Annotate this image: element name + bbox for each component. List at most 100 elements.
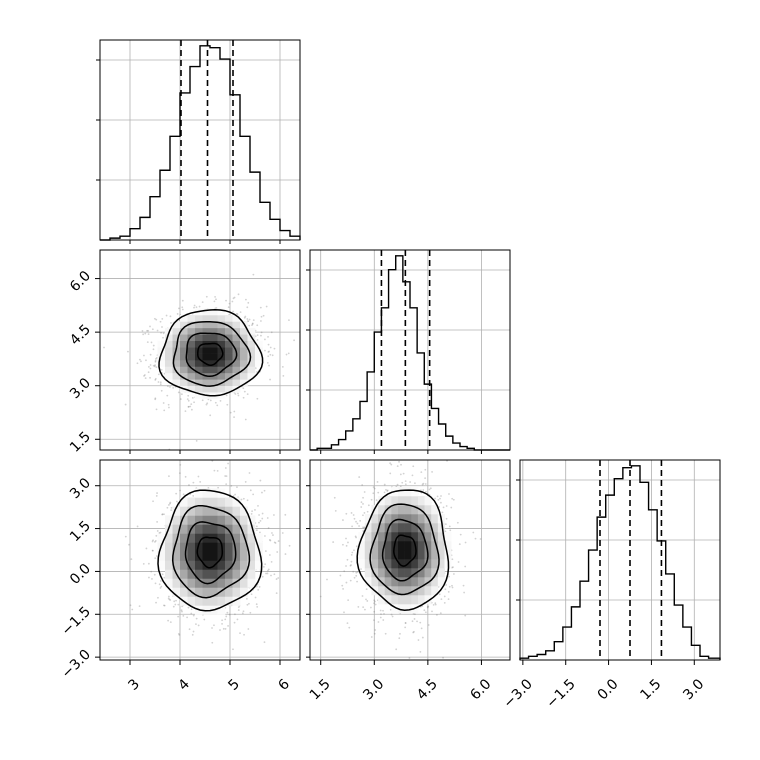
scatter-point bbox=[243, 390, 246, 393]
scatter-point bbox=[144, 377, 147, 380]
density-cell bbox=[202, 334, 211, 342]
scatter-point bbox=[404, 483, 407, 486]
scatter-point bbox=[168, 598, 171, 601]
scatter-point bbox=[214, 295, 216, 298]
scatter-point bbox=[254, 596, 257, 599]
density-cell bbox=[210, 347, 218, 354]
scatter-point bbox=[434, 497, 437, 500]
scatter-point bbox=[362, 503, 364, 505]
density-cell bbox=[371, 514, 379, 524]
scatter-point bbox=[257, 588, 260, 591]
scatter-point bbox=[225, 615, 228, 618]
scatter-point bbox=[215, 307, 218, 309]
density-cell bbox=[187, 497, 196, 507]
density-cell bbox=[180, 315, 188, 322]
panel-frame bbox=[519, 459, 721, 661]
scatter-point bbox=[166, 394, 169, 397]
scatter-point bbox=[153, 573, 156, 576]
scatter-point bbox=[219, 399, 222, 402]
contour-line bbox=[185, 332, 238, 378]
scatter-point bbox=[265, 305, 268, 308]
scatter-point bbox=[463, 591, 466, 594]
density-cell bbox=[172, 334, 181, 342]
density-cell bbox=[195, 569, 203, 579]
density-cell bbox=[398, 541, 405, 551]
scatter-point bbox=[153, 317, 156, 320]
scatter-point bbox=[260, 315, 263, 318]
density-cell bbox=[411, 577, 419, 587]
scatter-point bbox=[237, 609, 240, 611]
scatter-point bbox=[366, 510, 369, 513]
scatter-point bbox=[242, 610, 245, 613]
scatter-point bbox=[219, 629, 221, 631]
density-cell bbox=[364, 532, 372, 542]
scatter-point bbox=[364, 608, 366, 611]
scatter-point bbox=[451, 497, 454, 500]
scatter-point bbox=[152, 344, 155, 347]
scatter-point bbox=[402, 472, 405, 475]
density-cell bbox=[172, 372, 181, 380]
scatter-point bbox=[187, 399, 190, 402]
scatter-point bbox=[451, 558, 454, 561]
scatter-point bbox=[169, 501, 172, 504]
scatter-point bbox=[379, 616, 382, 619]
density-cell bbox=[202, 347, 211, 354]
scatter-point bbox=[442, 656, 444, 659]
scatter-point bbox=[155, 408, 158, 411]
scatter-point bbox=[262, 314, 265, 317]
density-cell bbox=[187, 596, 196, 606]
density-cell bbox=[232, 321, 241, 329]
scatter-point bbox=[155, 366, 158, 369]
scatter-point bbox=[414, 613, 416, 616]
scatter-point bbox=[184, 475, 187, 478]
scatter-point bbox=[443, 595, 446, 598]
scatter-point bbox=[422, 489, 425, 491]
scatter-point bbox=[445, 517, 448, 520]
density-cell bbox=[187, 347, 196, 354]
scatter-point bbox=[269, 539, 272, 542]
density-cell bbox=[424, 505, 432, 515]
scatter-point bbox=[421, 483, 424, 486]
density-cell bbox=[217, 596, 226, 606]
density-cell bbox=[391, 586, 399, 596]
scatter-point bbox=[375, 499, 378, 502]
scatter-point bbox=[224, 475, 227, 477]
scatter-point bbox=[421, 636, 424, 639]
scatter-point bbox=[255, 529, 258, 532]
scatter-point bbox=[158, 583, 161, 586]
density-cell bbox=[417, 559, 425, 569]
scatter-point bbox=[456, 521, 459, 524]
density-cell bbox=[384, 559, 392, 569]
scatter-point bbox=[195, 306, 198, 309]
scatter-point bbox=[154, 377, 157, 380]
density-cell bbox=[195, 360, 203, 367]
density-cell bbox=[180, 379, 188, 387]
scatter-point bbox=[248, 324, 251, 327]
density-cell bbox=[210, 366, 218, 374]
scatter-point bbox=[205, 295, 208, 298]
scatter-point bbox=[256, 339, 259, 341]
density-cell bbox=[210, 379, 218, 387]
density-cell bbox=[384, 568, 392, 578]
density-cell bbox=[180, 533, 188, 543]
scatter-point bbox=[159, 580, 162, 582]
density-cell bbox=[217, 587, 226, 597]
density-cell bbox=[240, 587, 248, 597]
scatter-point bbox=[182, 493, 185, 496]
scatter-point bbox=[374, 603, 377, 606]
scatter-point bbox=[154, 557, 157, 560]
density-cell bbox=[417, 595, 425, 605]
density-cell bbox=[431, 505, 439, 515]
scatter-point bbox=[426, 605, 429, 608]
scatter-point bbox=[187, 394, 190, 397]
scatter-point bbox=[184, 410, 187, 413]
density-cell bbox=[404, 568, 412, 578]
density-cell bbox=[172, 560, 181, 570]
scatter-point bbox=[174, 603, 177, 606]
scatter-point bbox=[264, 338, 266, 341]
scatter-point bbox=[230, 484, 233, 487]
scatter-point bbox=[207, 486, 210, 489]
density-cell bbox=[232, 360, 241, 367]
scatter-point bbox=[373, 599, 376, 602]
density-cell bbox=[431, 577, 439, 587]
